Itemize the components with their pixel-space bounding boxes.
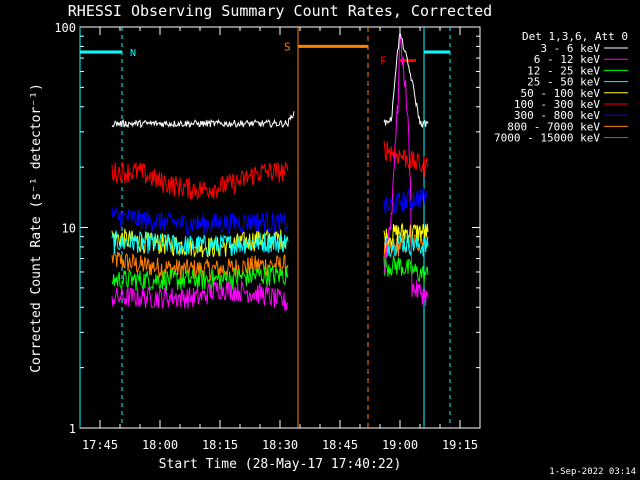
- y-tick-label: 1: [69, 422, 76, 436]
- saa-label: S: [284, 40, 291, 53]
- chart-title: RHESSI Observing Summary Count Rates, Co…: [68, 2, 492, 20]
- series-line: [383, 32, 429, 129]
- x-tick-label: 18:15: [202, 438, 238, 452]
- legend-label: 300 - 800 keV: [514, 109, 600, 122]
- legend-label: 3 - 6 keV: [540, 42, 600, 55]
- legend-label: 25 - 50 keV: [527, 76, 600, 89]
- series-line: [111, 279, 289, 311]
- series-line: [111, 229, 289, 257]
- legend-label: 7000 - 15000 keV: [494, 132, 600, 145]
- legend-label: 6 - 12 keV: [534, 53, 601, 66]
- date-stamp: 1-Sep-2022 03:14: [549, 467, 636, 477]
- axes: 1 10 100 17:45 18:00 18:15 18:30 18:45 19:00 19:1…: [54, 21, 481, 452]
- series-line: [383, 234, 429, 258]
- series-line: [383, 255, 429, 285]
- series-line: [383, 33, 429, 307]
- night-label: N: [130, 48, 136, 59]
- y-tick-label: 100: [54, 21, 76, 35]
- flare-label: F: [380, 55, 387, 68]
- y-axis-label: Corrected Count Rate (s⁻¹ detector⁻¹): [29, 83, 44, 373]
- x-tick-label: 19:15: [442, 438, 478, 452]
- y-tick-label: 10: [62, 222, 76, 236]
- series-line: [111, 206, 289, 236]
- series-line: [111, 228, 289, 258]
- x-tick-label: 18:30: [262, 438, 298, 452]
- legend-title: Det 1,3,6, Att 0: [522, 30, 628, 43]
- series-line: [383, 140, 429, 178]
- x-tick-label: 19:00: [382, 438, 418, 452]
- x-tick-label: 17:45: [82, 438, 118, 452]
- series-line: [383, 186, 429, 215]
- legend-label: 12 - 25 keV: [527, 64, 600, 77]
- legend-label: 50 - 100 keV: [521, 87, 601, 100]
- series-line: [111, 111, 295, 129]
- x-tick-label: 18:45: [322, 438, 358, 452]
- x-tick-label: 18:00: [142, 438, 178, 452]
- series-lines: [111, 32, 429, 311]
- series-line: [111, 265, 289, 292]
- legend-label: 100 - 300 keV: [514, 98, 600, 111]
- x-axis-label: Start Time (28-May-17 17:40:22): [159, 457, 402, 472]
- legend-label: 800 - 7000 keV: [507, 120, 600, 133]
- series-line: [383, 223, 429, 248]
- series-line: [111, 161, 289, 201]
